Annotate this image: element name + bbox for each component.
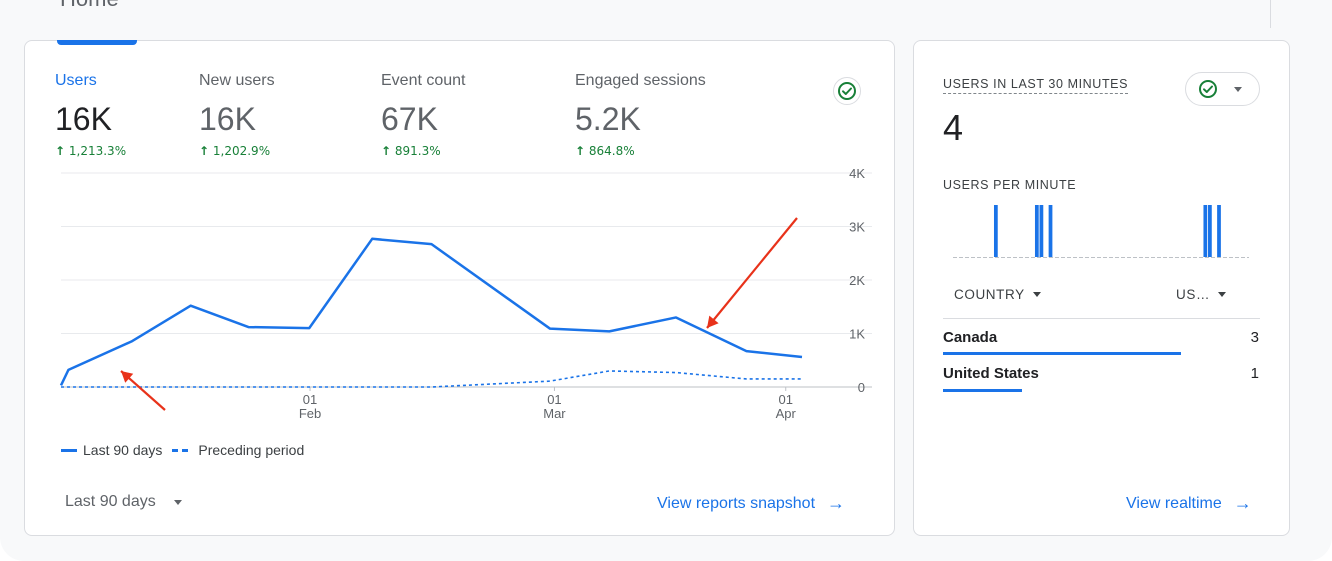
y-tick-label: 4K (849, 166, 865, 181)
x-tick-label: Feb (299, 406, 321, 421)
preceding-period-line (61, 370, 802, 388)
chart-legend: Last 90 days Preceding period (61, 442, 314, 458)
y-tick-label: 3K (849, 220, 865, 235)
users-last-30-min-label[interactable]: USERS IN LAST 30 MINUTES (943, 77, 1129, 94)
realtime-card: USERS IN LAST 30 MINUTES 4 USERS PER MIN… (913, 40, 1290, 536)
x-tick-label: 01 (547, 392, 561, 407)
x-tick-label: Mar (543, 406, 566, 421)
arrow-up-icon: ↑ (575, 144, 586, 158)
minute-bar (1034, 205, 1039, 257)
x-tick-label: 01 (303, 392, 317, 407)
minute-bar (1203, 205, 1208, 257)
metric-label: Users (55, 72, 97, 89)
caret-down-icon (1032, 292, 1041, 297)
country-row-bar (943, 389, 1022, 392)
minute-bar (993, 205, 998, 257)
dashed-line-swatch (172, 448, 193, 452)
arrow-right-icon: → (827, 493, 846, 513)
metric-change: ↑ 1,213.3% (55, 144, 127, 158)
metric-value: 67K (381, 101, 438, 137)
minute-bar (1048, 205, 1053, 257)
arrow-right-icon: → (1233, 493, 1252, 513)
date-range-dropdown[interactable]: Last 90 days (65, 493, 182, 511)
country-row-bar (943, 352, 1181, 355)
users-per-minute-label: USERS PER MINUTE (943, 178, 1077, 192)
caret-down-icon (1234, 86, 1242, 92)
users-per-minute-chart (953, 205, 1249, 258)
y-tick-label: 0 (858, 380, 865, 395)
metric-change: ↑ 891.3% (381, 144, 441, 158)
metric-label: Event count (381, 72, 466, 89)
metric-tab-engaged-sessions[interactable]: Engaged sessions 5.2K ↑ 864.8% (575, 71, 706, 159)
header-divider (1270, 0, 1271, 28)
arrow-up-icon: ↑ (199, 144, 210, 158)
y-tick-label: 1K (849, 327, 865, 342)
caret-down-icon (1218, 292, 1227, 297)
page-title: Home (60, 0, 119, 12)
metric-tab-event-count[interactable]: Event count 67K ↑ 891.3% (381, 71, 466, 159)
metric-value: 16K (199, 101, 256, 137)
metric-value: 5.2K (575, 101, 641, 137)
annotation-arrow-head (707, 315, 719, 328)
annotation-arrow-head (121, 371, 134, 383)
date-range-label: Last 90 days (65, 493, 156, 510)
metric-change: ↑ 864.8% (575, 144, 635, 158)
country-row-name: Canada (943, 329, 998, 346)
metric-tab-new-users[interactable]: New users 16K ↑ 1,202.9% (199, 71, 275, 159)
view-realtime-link[interactable]: View realtime → (1126, 493, 1252, 513)
realtime-check-dropdown[interactable] (1185, 72, 1260, 106)
solid-line-swatch (61, 448, 77, 452)
overview-card: Users 16K ↑ 1,213.3% New users 16K ↑ 1,2… (24, 40, 895, 536)
check-circle-icon (838, 82, 856, 100)
arrow-up-icon: ↑ (55, 144, 66, 158)
active-tab-indicator (57, 40, 137, 45)
caret-down-icon (173, 499, 182, 505)
last-90-days-line (59, 237, 803, 386)
metric-value: 16K (55, 101, 112, 137)
legend-item-preceding: Preceding period (172, 442, 304, 458)
y-tick-label: 2K (849, 273, 865, 288)
arrow-up-icon: ↑ (381, 144, 392, 158)
metric-change: ↑ 1,202.9% (199, 144, 271, 158)
check-circle-icon (1199, 80, 1217, 98)
data-quality-check-button[interactable] (833, 77, 861, 105)
view-reports-snapshot-link[interactable]: View reports snapshot → (657, 493, 846, 513)
country-row-value: 3 (1250, 329, 1259, 346)
country-row-name: United States (943, 365, 1039, 382)
x-tick-label: Apr (776, 406, 797, 421)
country-column-header[interactable]: COUNTRY (954, 287, 1041, 302)
metric-tab-users[interactable]: Users 16K ↑ 1,213.3% (55, 71, 126, 159)
minute-bar (1208, 205, 1212, 257)
annotation-arrow (706, 217, 798, 329)
country-row-value: 1 (1250, 365, 1259, 382)
legend-item-last-90: Last 90 days (61, 442, 162, 458)
metric-label: Engaged sessions (575, 72, 706, 89)
users-column-header[interactable]: US… (1176, 287, 1227, 302)
minute-bar (1039, 205, 1044, 257)
table-divider (943, 318, 1260, 319)
minute-bar (1217, 205, 1221, 257)
users-last-30-min-value: 4 (943, 107, 964, 148)
metric-label: New users (199, 72, 275, 89)
x-tick-label: 01 (779, 392, 793, 407)
